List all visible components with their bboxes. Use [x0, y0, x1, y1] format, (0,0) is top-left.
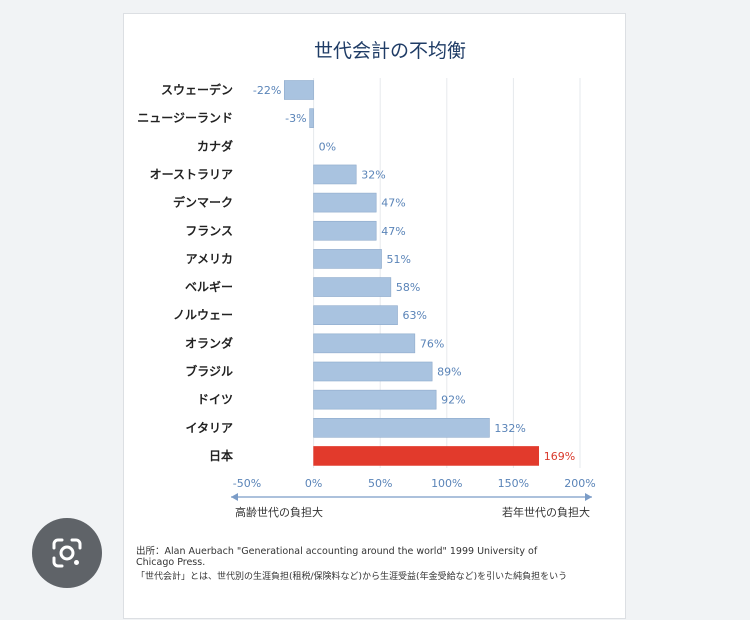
- x-tick-label: 50%: [368, 477, 392, 490]
- value-label: 0%: [319, 140, 336, 153]
- bar: [313, 417, 490, 438]
- bar: [309, 108, 314, 128]
- arrow-left-head: [231, 493, 238, 501]
- category-label: アメリカ: [186, 252, 233, 266]
- bar: [313, 220, 377, 241]
- bar: [313, 192, 377, 213]
- bar: [313, 305, 398, 326]
- definition-note: 「世代会計」とは、世代別の生涯負担(租税/保険料など)から生涯受益(年金受給など…: [136, 572, 568, 582]
- category-label: オーストラリア: [150, 167, 233, 181]
- category-label: フランス: [185, 224, 233, 238]
- category-label: スウェーデン: [161, 82, 233, 97]
- arrow-left-label: 高齢世代の負担大: [235, 505, 323, 519]
- value-label: 76%: [420, 337, 444, 350]
- x-tick-label: -50%: [233, 477, 261, 490]
- category-label: オランダ: [185, 335, 233, 350]
- bar: [313, 249, 382, 269]
- category-label: ベルギー: [185, 279, 233, 294]
- google-lens-icon: [52, 538, 82, 568]
- value-label: 47%: [381, 197, 405, 210]
- category-label: ブラジル: [185, 364, 233, 379]
- arrow-right-label: 若年世代の負担大: [502, 505, 590, 519]
- category-label: 日本: [209, 448, 233, 463]
- category-label: ニュージーランド: [137, 111, 233, 125]
- value-label: 58%: [396, 281, 420, 294]
- category-label: ノルウェー: [173, 308, 233, 322]
- bar: [283, 80, 314, 100]
- value-label: 51%: [387, 253, 411, 266]
- source-line-1: 出所：Alan Auerbach "Generational accountin…: [136, 546, 538, 557]
- bar: [313, 164, 357, 185]
- x-tick-label: 0%: [305, 477, 322, 490]
- x-tick-label: 150%: [498, 477, 529, 490]
- value-label: 63%: [403, 309, 427, 322]
- bar: [313, 389, 437, 410]
- bar: [313, 333, 416, 354]
- category-label: ドイツ: [197, 393, 233, 407]
- arrow-right-head: [585, 493, 592, 501]
- value-label: 92%: [441, 394, 465, 407]
- value-label: 32%: [361, 168, 385, 181]
- value-label: 132%: [494, 422, 525, 435]
- category-label: カナダ: [197, 138, 233, 153]
- value-label: -3%: [285, 112, 306, 125]
- x-tick-label: 100%: [431, 477, 462, 490]
- category-label: イタリア: [185, 421, 233, 435]
- value-label: 89%: [437, 366, 461, 379]
- google-lens-button[interactable]: [32, 518, 102, 588]
- bar: [313, 361, 433, 382]
- value-label: 47%: [381, 225, 405, 238]
- value-label: 169%: [544, 450, 575, 463]
- category-label: デンマーク: [173, 195, 233, 210]
- bar-highlight: [313, 446, 540, 466]
- source-line-2: Chicago Press.: [136, 557, 206, 568]
- x-tick-label: 200%: [564, 477, 595, 490]
- value-label: -22%: [253, 84, 281, 97]
- chart-title: 世代会計の不均衡: [314, 40, 466, 62]
- bar: [313, 277, 392, 297]
